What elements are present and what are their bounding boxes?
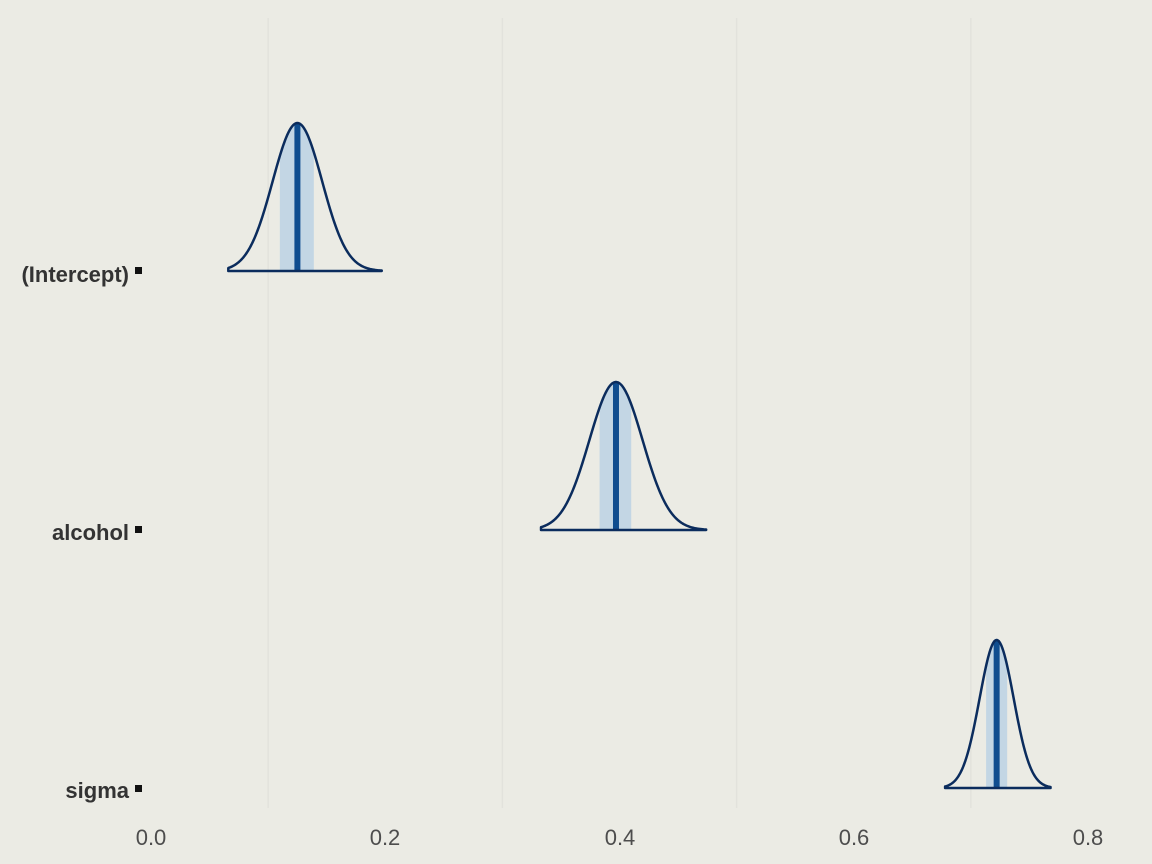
y-tick-label-intercept: (Intercept) xyxy=(21,262,129,287)
y-tick-label-sigma: sigma xyxy=(65,778,129,803)
y-tick-mark-intercept xyxy=(135,267,142,274)
x-tick-label: 0.8 xyxy=(1073,825,1104,850)
density-outline xyxy=(227,121,383,273)
ridge-intercept xyxy=(227,121,383,273)
ridge-alcohol xyxy=(539,380,708,532)
y-tick-mark-alcohol xyxy=(135,526,142,533)
x-tick-label: 0.6 xyxy=(839,825,870,850)
y-tick-mark-sigma xyxy=(135,785,142,792)
density-ridges xyxy=(227,121,1052,790)
x-axis: 0.0 0.2 0.4 0.6 0.8 xyxy=(136,825,1104,850)
y-axis: (Intercept) alcohol sigma xyxy=(21,262,142,803)
x-tick-label: 0.0 xyxy=(136,825,167,850)
gridlines xyxy=(267,18,972,808)
y-tick-label-alcohol: alcohol xyxy=(52,520,129,545)
x-tick-label: 0.2 xyxy=(370,825,401,850)
density-outline xyxy=(943,638,1052,790)
ridge-sigma xyxy=(943,638,1052,790)
x-tick-label: 0.4 xyxy=(605,825,636,850)
density-outline xyxy=(539,380,708,532)
